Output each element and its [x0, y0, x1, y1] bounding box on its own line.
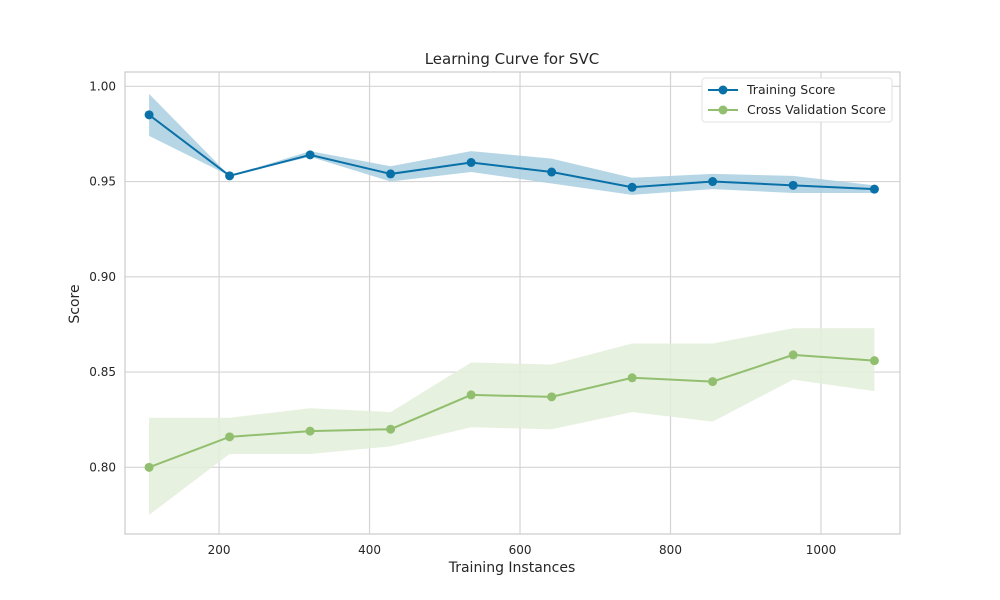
x-axis-label: Training Instances	[448, 560, 576, 576]
legend-box	[701, 77, 893, 123]
x-tick-label: 1000	[806, 543, 837, 557]
training-score-point	[708, 177, 718, 187]
y-axis-ticks: 0.80 0.85 0.90 0.95 1.00	[89, 79, 116, 474]
y-tick-label: 0.80	[89, 460, 116, 474]
cross-validation-score-point	[386, 424, 396, 434]
legend-marker-training-score	[718, 85, 728, 95]
training-score-point	[788, 180, 798, 190]
cross-validation-score-point	[788, 350, 798, 360]
training-score-point	[547, 167, 557, 177]
x-tick-label: 400	[358, 543, 381, 557]
training-score-point	[627, 182, 637, 192]
training-score-point	[869, 184, 879, 194]
cross-validation-score-point	[225, 432, 235, 442]
legend-marker-cross-validation-score	[718, 105, 728, 115]
training-score-point	[305, 150, 315, 160]
training-score-point	[225, 171, 235, 181]
x-tick-label: 600	[509, 543, 532, 557]
legend: Training Score Cross Validation Score	[701, 77, 893, 123]
y-tick-label: 1.00	[89, 79, 116, 93]
series-lines	[148, 114, 875, 469]
training-score-line	[148, 114, 875, 191]
y-axis-label: Score	[67, 284, 83, 323]
chart-title: Learning Curve for SVC	[425, 50, 600, 68]
cross-validation-score-point	[466, 390, 476, 400]
x-tick-label: 800	[659, 543, 682, 557]
cross-validation-score-point	[144, 462, 154, 472]
training-score-point	[466, 157, 476, 167]
cross-validation-score-point	[305, 426, 315, 436]
cross-validation-score-band	[149, 328, 875, 515]
training-score-point	[386, 169, 396, 179]
series-points	[144, 110, 879, 472]
x-axis-ticks: 200 400 600 800 1000	[208, 543, 837, 557]
legend-label-cross-validation-score: Cross Validation Score	[747, 102, 886, 117]
y-tick-label: 0.85	[89, 365, 116, 379]
plot-area	[125, 72, 900, 534]
x-tick-label: 200	[208, 543, 231, 557]
legend-label-training-score: Training Score	[746, 82, 836, 97]
training-score-point	[144, 110, 154, 120]
y-tick-label: 0.95	[89, 175, 116, 189]
y-tick-label: 0.90	[89, 270, 116, 284]
cross-validation-score-point	[547, 392, 557, 402]
plot-background	[125, 72, 900, 534]
plot-frame	[124, 71, 901, 535]
cross-validation-score-point	[627, 373, 637, 383]
cross-validation-score-point	[869, 356, 879, 366]
cross-validation-score-line	[148, 353, 875, 469]
cross-validation-score-point	[708, 377, 718, 387]
